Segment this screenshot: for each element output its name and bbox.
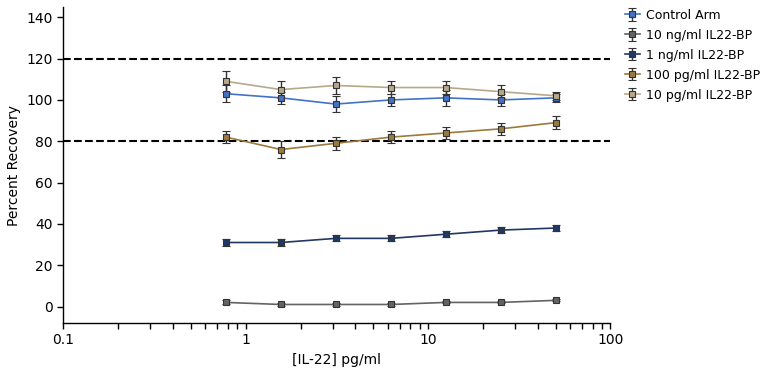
Legend: Control Arm, 10 ng/ml IL22-BP, 1 ng/ml IL22-BP, 100 pg/ml IL22-BP, 10 pg/ml IL22: Control Arm, 10 ng/ml IL22-BP, 1 ng/ml I… — [622, 7, 762, 104]
X-axis label: [IL-22] pg/ml: [IL-22] pg/ml — [293, 353, 381, 367]
Y-axis label: Percent Recovery: Percent Recovery — [7, 104, 21, 226]
